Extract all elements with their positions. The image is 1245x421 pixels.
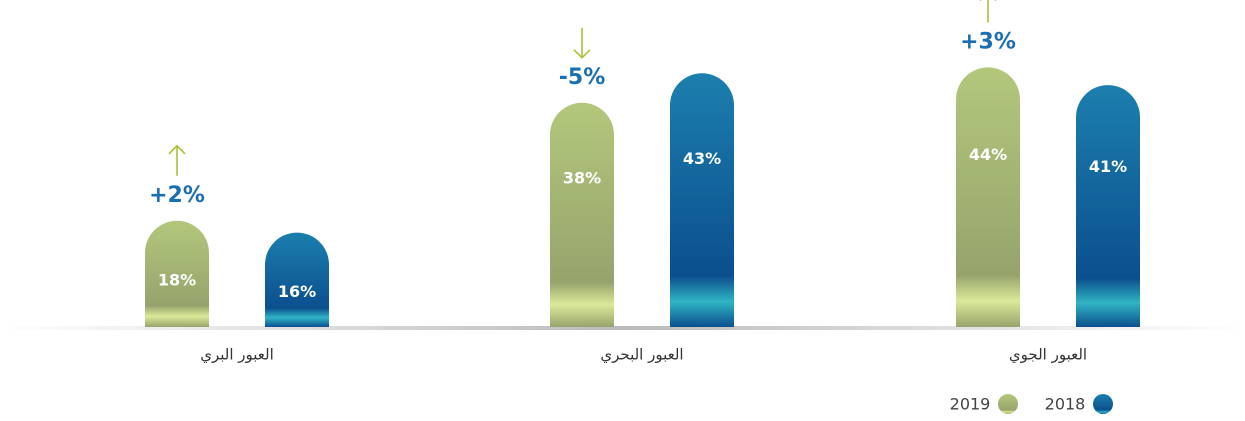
legend-label: 2018 <box>1045 395 1086 414</box>
bar <box>265 232 329 327</box>
legend-label: 2019 <box>950 395 991 414</box>
category-label: العبور البري <box>200 346 274 365</box>
value-label: 38% <box>563 169 601 188</box>
legend-swatch <box>998 394 1018 414</box>
bar <box>145 220 209 327</box>
category-label: العبور البحري <box>600 346 683 365</box>
change-arrow <box>979 0 997 23</box>
change-arrow <box>573 27 591 59</box>
change-label: +2% <box>149 183 205 208</box>
value-label: 18% <box>158 270 196 289</box>
bar <box>956 67 1020 328</box>
category-label: العبور الجوي <box>1009 346 1087 365</box>
value-label: 43% <box>683 149 721 168</box>
value-label: 16% <box>278 282 316 301</box>
bar <box>670 73 734 327</box>
value-label: 41% <box>1089 157 1127 176</box>
bar <box>1076 85 1140 327</box>
baseline <box>0 326 1245 330</box>
bar <box>550 102 614 327</box>
change-label: +3% <box>960 29 1016 54</box>
change-label: -5% <box>559 65 605 90</box>
change-arrow <box>168 144 186 176</box>
legend-swatch <box>1093 394 1113 414</box>
value-label: 44% <box>969 145 1007 164</box>
